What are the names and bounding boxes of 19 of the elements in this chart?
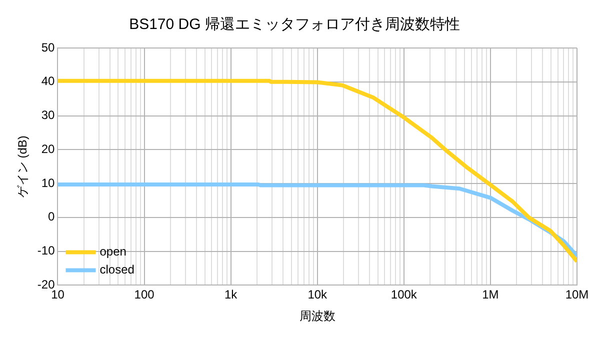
x-tick-label: 100k <box>390 288 418 302</box>
y-axis-title: ゲイン (dB) <box>16 136 30 198</box>
legend-label: open <box>100 244 126 259</box>
legend-label: closed <box>100 262 134 277</box>
y-tick-label: 20 <box>41 142 56 156</box>
x-tick-label: 1k <box>224 288 238 302</box>
y-tick-label: -10 <box>37 244 56 258</box>
x-tick-label: 10k <box>308 288 328 302</box>
x-axis-title: 周波数 <box>299 309 336 324</box>
x-tick-label: 10 <box>51 288 65 302</box>
y-tick-label: 10 <box>41 176 56 190</box>
x-tick-label: 1M <box>482 288 499 302</box>
y-tick-label: 50 <box>41 40 56 54</box>
y-tick-label: 40 <box>41 74 56 88</box>
x-tick-label: 100 <box>134 288 155 302</box>
y-tick-label: 30 <box>41 108 56 122</box>
chart-title: BS170 DG 帰還エミッタフォロア付き周波数特性 <box>129 16 460 34</box>
x-tick-label: 10M <box>565 288 589 302</box>
y-tick-label: 0 <box>48 210 56 224</box>
